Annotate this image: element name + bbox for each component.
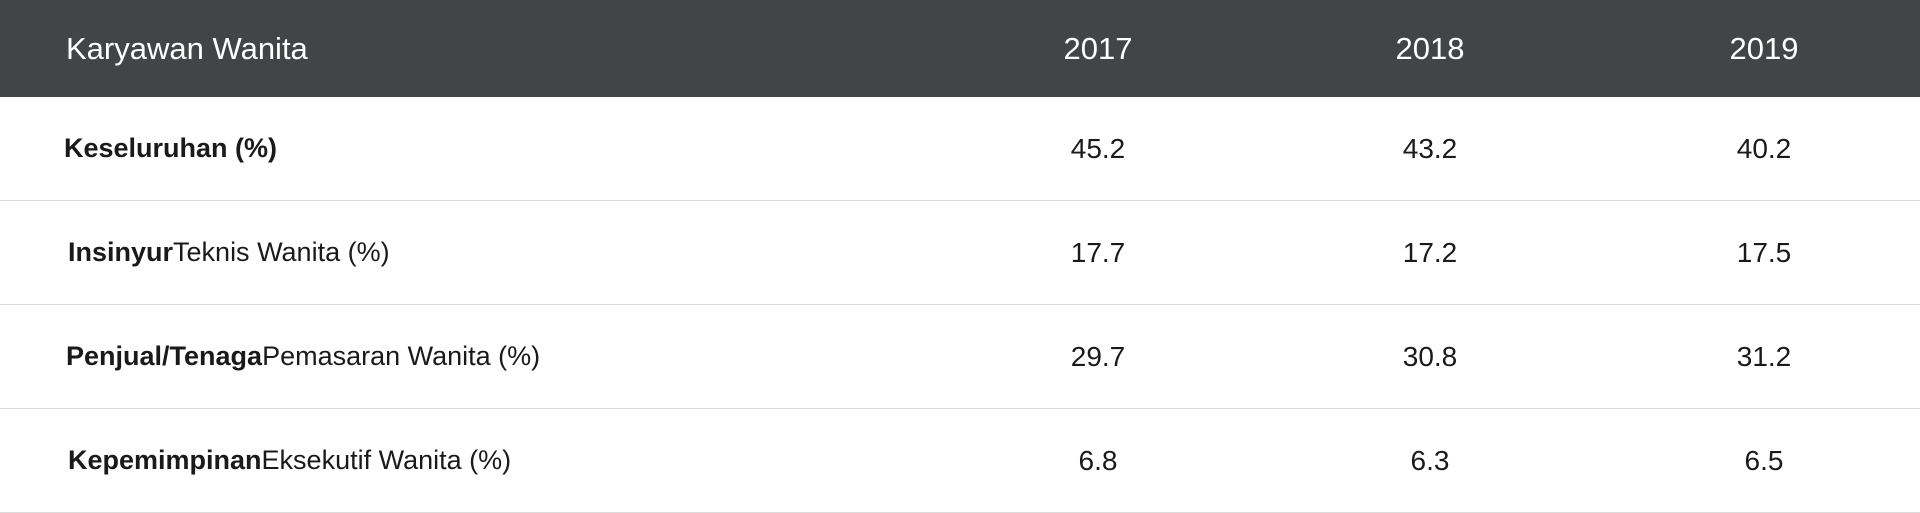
value-cell: 43.2 xyxy=(1402,132,1458,164)
header-year-2017: 2017 xyxy=(1063,30,1133,66)
row-label: Keseluruhan (%) xyxy=(64,97,277,200)
row-label-rest: Pemasaran Wanita (%) xyxy=(262,341,541,371)
value-cell: 45.2 xyxy=(1070,132,1126,164)
row-label-bold: Penjual/Tenaga xyxy=(66,341,263,371)
row-label-rest: Eksekutif Wanita (%) xyxy=(261,445,512,475)
value-cell: 40.2 xyxy=(1736,132,1792,164)
value-cell: 6.5 xyxy=(1744,444,1784,476)
header-label: Karyawan Wanita xyxy=(66,30,308,66)
row-label: Kepemimpinan Eksekutif Wanita (%) xyxy=(68,409,511,512)
row-label-bold: Insinyur xyxy=(68,237,174,267)
value-cell: 29.7 xyxy=(1070,340,1126,372)
row-label-rest: Teknis Wanita (%) xyxy=(173,237,390,267)
row-label: Penjual/Tenaga Pemasaran Wanita (%) xyxy=(66,305,540,408)
value-cell: 6.3 xyxy=(1410,444,1450,476)
value-cell: 17.2 xyxy=(1402,236,1458,268)
header-year-2018: 2018 xyxy=(1395,30,1465,66)
header-year-2019: 2019 xyxy=(1729,30,1799,66)
table-row: Kepemimpinan Eksekutif Wanita (%) 6.8 6.… xyxy=(0,409,1920,513)
table-row: Insinyur Teknis Wanita (%) 17.7 17.2 17.… xyxy=(0,201,1920,305)
table-header: Karyawan Wanita 2017 2018 2019 xyxy=(0,0,1920,97)
value-cell: 17.7 xyxy=(1070,236,1126,268)
value-cell: 31.2 xyxy=(1736,340,1792,372)
row-label: Insinyur Teknis Wanita (%) xyxy=(68,201,390,304)
table-row: Keseluruhan (%) 45.2 43.2 40.2 xyxy=(0,97,1920,201)
value-cell: 30.8 xyxy=(1402,340,1458,372)
value-cell: 6.8 xyxy=(1078,444,1118,476)
row-label-bold: Kepemimpinan xyxy=(68,445,262,475)
table-row: Penjual/Tenaga Pemasaran Wanita (%) 29.7… xyxy=(0,305,1920,409)
row-label-bold: Keseluruhan (%) xyxy=(64,133,278,163)
value-cell: 17.5 xyxy=(1736,236,1792,268)
